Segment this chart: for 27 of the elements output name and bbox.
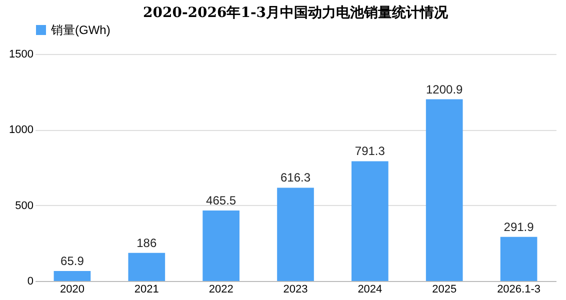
data-label: 616.3 bbox=[280, 170, 311, 185]
data-label: 65.9 bbox=[60, 254, 84, 268]
bar bbox=[202, 210, 240, 281]
data-label: 291.9 bbox=[504, 220, 534, 234]
y-tick-label: 0 bbox=[27, 276, 34, 288]
data-label: 465.5 bbox=[206, 194, 236, 208]
x-tick-label: 2022 bbox=[208, 284, 234, 296]
x-tick-label: 2023 bbox=[283, 284, 308, 296]
x-tick-label: 2026.1-3 bbox=[497, 284, 541, 296]
y-tick-label: 500 bbox=[15, 200, 34, 212]
data-label: 791.3 bbox=[354, 144, 386, 158]
data-label: 1200.9 bbox=[426, 82, 464, 96]
bar bbox=[500, 236, 538, 281]
x-tick-label: 2025 bbox=[432, 284, 457, 296]
x-tick-label: 2020 bbox=[60, 284, 84, 296]
bar bbox=[277, 188, 314, 281]
legend-label: 销量(GWh) bbox=[50, 23, 110, 37]
y-tick-label: 1000 bbox=[9, 124, 34, 136]
x-tick-label: 2021 bbox=[134, 284, 159, 296]
chart-title: 2020-2026年1-3月中国动力电池销量统计情况 bbox=[142, 4, 450, 21]
data-label: 186 bbox=[136, 236, 157, 250]
bar bbox=[54, 271, 91, 281]
y-tick-label: 1500 bbox=[9, 48, 34, 60]
bar bbox=[128, 252, 166, 281]
bar bbox=[426, 99, 463, 281]
x-tick-label: 2024 bbox=[358, 284, 382, 296]
bar bbox=[352, 161, 388, 281]
